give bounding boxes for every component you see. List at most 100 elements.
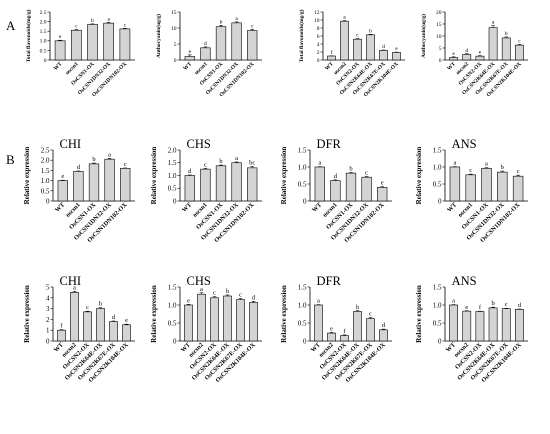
b6-title: CHS — [187, 274, 211, 288]
a3-ytick-label: 2 — [317, 50, 320, 56]
a4-xtick-label: WT — [446, 61, 457, 72]
b7-ytick-label: 0 — [303, 337, 307, 345]
b7-ytick-label: 0.5 — [298, 319, 307, 327]
a3-sig-letter: d — [382, 44, 385, 50]
a4-bar — [501, 37, 511, 61]
a4-ytick-label: 15 — [436, 22, 442, 28]
b4-ytick-label: 0.5 — [433, 180, 442, 188]
b3-ytick-label: 0.5 — [298, 180, 307, 188]
b7-ytick-label: 1.5 — [298, 283, 307, 291]
b2-ytick-label: 1.5 — [168, 159, 177, 167]
b3-sig-letter: c — [365, 170, 368, 177]
a3-bar — [327, 55, 336, 61]
a4-bar — [515, 44, 524, 61]
b6-bar — [210, 297, 219, 342]
b6-bar — [197, 293, 206, 342]
b5-bar — [122, 324, 131, 342]
b1-ytick-label: 2.0 — [41, 157, 50, 165]
a1-ytick-label: 2.0 — [40, 20, 47, 26]
b5-bar — [96, 308, 105, 342]
a2-bar — [215, 26, 227, 61]
a4-sig-letter: b — [505, 31, 508, 37]
a4-bar — [488, 27, 498, 61]
b8-bar — [501, 308, 511, 342]
b2-ytick-label: 2.0 — [168, 146, 177, 154]
b5-bar — [109, 321, 118, 342]
b2-sig-letter: c — [204, 161, 207, 168]
b4-sig-letter: c — [469, 167, 472, 174]
b6-ytick-label: 0.5 — [168, 319, 177, 327]
b6-sig-letter: c — [213, 290, 216, 297]
a2-xtick-label: WT — [182, 61, 193, 72]
b4-sig-letter: a — [485, 161, 488, 168]
b1-sig-letter: e — [61, 173, 64, 180]
b6-bar — [236, 299, 245, 342]
b4-bar — [497, 171, 508, 202]
a1-bar — [87, 24, 98, 61]
a2-ylabel: Anthocyanin(ug/g) — [155, 14, 162, 58]
panel-letter-a: A — [6, 18, 16, 33]
b2-sig-letter: bc — [249, 160, 255, 167]
b7-sig-letter: d — [382, 322, 386, 329]
b8-bar — [449, 304, 458, 342]
a3-ytick-label: 4 — [317, 42, 320, 48]
b2-bar — [215, 165, 227, 202]
b5-sig-letter: a — [73, 284, 76, 291]
b4-ylabel: Relative expression — [415, 147, 423, 205]
b3-sig-letter: d — [334, 173, 338, 180]
a1-ytick-label: 0 — [44, 58, 47, 64]
a1-ylabel: Total flavonoids(mg/g) — [25, 9, 32, 62]
b5-bar — [83, 311, 92, 342]
a4-bar — [449, 57, 458, 61]
a4-bar — [475, 55, 485, 61]
b5-ytick-label: 4 — [46, 294, 50, 302]
a3-bar — [392, 52, 401, 61]
b5-bar — [70, 292, 79, 342]
a1-ytick-label: 1.0 — [40, 39, 47, 45]
a3-ytick-label: 8 — [317, 26, 320, 32]
a4-sig-letter: e — [452, 51, 455, 57]
b5-sig-letter: e — [125, 317, 128, 324]
b2-ylabel: Relative expression — [150, 147, 158, 205]
b5-sig-letter: c — [86, 304, 89, 311]
b4-ytick-label: 0 — [438, 197, 442, 205]
b2-bar — [231, 162, 242, 202]
a2-ytick-label: 10 — [171, 26, 177, 32]
b2-xtick-label: WT — [181, 201, 194, 214]
a3-sig-letter: f — [331, 49, 333, 56]
b6-ytick-label: 0 — [173, 337, 177, 345]
b7-title: DFR — [317, 274, 342, 288]
b4-xtick-label: WT — [446, 201, 459, 214]
b2-ytick-label: 0 — [173, 197, 177, 205]
b2-sig-letter: a — [235, 155, 238, 162]
b3-sig-letter: e — [381, 180, 384, 187]
b8-sig-letter: c — [505, 301, 508, 308]
b1-ylabel: Relative expression — [23, 147, 31, 205]
b1-sig-letter: a — [108, 151, 111, 158]
b7-ylabel: Relative expression — [280, 285, 288, 343]
a2-sig-letter: b — [220, 19, 223, 25]
b7-bar — [327, 332, 336, 342]
a2-sig-letter: e — [189, 49, 192, 55]
b3-ytick-label: 0 — [303, 197, 307, 205]
b8-bar — [462, 310, 472, 342]
b3-xtick-label: WT — [311, 201, 324, 214]
a3-sig-letter: e — [395, 46, 398, 52]
a1-sig-letter: e — [59, 34, 62, 40]
a3-sig-letter: a — [343, 15, 346, 21]
b3-bar — [314, 166, 325, 202]
a1-bar — [103, 22, 115, 61]
b8-sig-letter: e — [465, 304, 468, 311]
b2-title: CHS — [187, 137, 211, 151]
b5-sig-letter: b — [99, 301, 102, 308]
a1-bar — [54, 40, 66, 61]
a1-bar — [119, 28, 131, 61]
b1-bar — [120, 168, 131, 202]
a1-sig-letter: c — [124, 22, 127, 28]
b4-sig-letter: a — [453, 160, 456, 167]
b5-title: CHI — [60, 274, 82, 288]
b2-bar — [184, 175, 195, 202]
b1-bar — [88, 163, 100, 202]
panel-letter-b: B — [6, 152, 15, 167]
b5-ytick-label: 0 — [46, 337, 50, 345]
